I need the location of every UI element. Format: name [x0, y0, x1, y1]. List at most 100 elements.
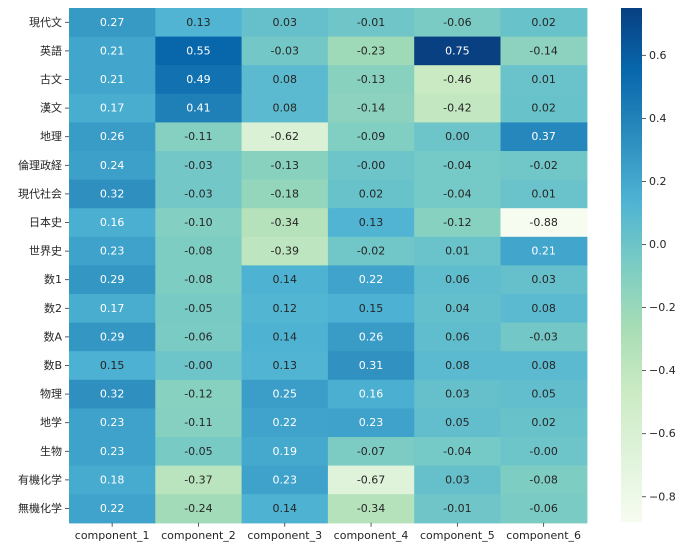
heatmap-cell [414, 122, 502, 152]
cell-value-label: 0.26 [359, 330, 384, 343]
cell-value-label: 0.32 [100, 187, 125, 200]
heatmap-cell [500, 322, 588, 352]
heatmap-cell [69, 294, 156, 324]
heatmap-cell [155, 351, 243, 381]
heatmap-cell [241, 437, 329, 467]
heatmap-cell [327, 179, 415, 209]
cell-value-label: -0.10 [184, 216, 212, 229]
cell-value-label: 0.24 [100, 159, 125, 172]
y-tick-label: 現代文 [29, 15, 62, 29]
y-tick-label: 数A [43, 330, 62, 343]
cell-value-label: -0.03 [184, 159, 212, 172]
y-tick-label: 物理 [40, 387, 62, 401]
cell-value-label: 0.03 [273, 16, 298, 29]
heatmap-cell [327, 93, 415, 123]
heatmap-cell [69, 208, 156, 238]
cell-value-label: 0.17 [100, 302, 125, 315]
x-tick-label: component_2 [161, 529, 236, 542]
y-tick-label: 数1 [44, 273, 62, 286]
heatmap-cell [327, 265, 415, 295]
cell-value-label: 0.23 [359, 416, 384, 429]
cell-value-label: 0.19 [273, 445, 298, 458]
cell-value-label: 0.22 [359, 273, 384, 286]
heatmap-cell [155, 179, 243, 209]
heatmap-cell [500, 494, 588, 524]
cell-value-label: 0.23 [273, 473, 298, 486]
heatmap-cell [500, 294, 588, 324]
heatmap-cell [500, 465, 588, 495]
heatmap-cell [414, 351, 502, 381]
heatmap-cell [69, 351, 156, 381]
cell-value-label: -0.02 [529, 159, 557, 172]
y-tick-label: 倫理政経 [18, 158, 62, 172]
cell-value-label: 0.03 [445, 473, 470, 486]
heatmap-cell [500, 122, 588, 152]
heatmap-cell [241, 265, 329, 295]
cell-value-label: -0.01 [443, 502, 471, 515]
heatmap-cells [69, 8, 588, 524]
heatmap-cell [69, 465, 156, 495]
cell-value-label: -0.04 [443, 445, 471, 458]
cell-value-label: 0.08 [445, 359, 470, 372]
heatmap-cell [241, 65, 329, 95]
y-tick-label: 数2 [44, 302, 62, 315]
cell-value-label: -0.02 [357, 245, 385, 258]
y-tick-label: 地学 [40, 415, 62, 429]
cell-value-label: 0.00 [445, 130, 470, 143]
cell-value-label: 0.01 [531, 187, 556, 200]
cell-value-label: 0.08 [531, 302, 556, 315]
cell-value-label: -0.62 [271, 130, 299, 143]
heatmap-cell [414, 494, 502, 524]
heatmap-cell [327, 351, 415, 381]
cell-value-label: 0.08 [273, 102, 298, 115]
cell-value-label: 0.17 [100, 102, 125, 115]
cell-value-label: 0.29 [100, 330, 125, 343]
cell-value-label: -0.05 [184, 445, 212, 458]
heatmap-cell [327, 65, 415, 95]
heatmap-cell [155, 122, 243, 152]
y-tick-label: 地理 [40, 130, 62, 143]
cell-value-label: 0.41 [186, 102, 211, 115]
heatmap-cell [414, 65, 502, 95]
y-tick-label: 英語 [40, 43, 62, 57]
heatmap-cell [500, 351, 588, 381]
heatmap-cell [327, 122, 415, 152]
heatmap-cell [500, 93, 588, 123]
cell-value-label: 0.12 [273, 302, 298, 315]
cell-value-label: -0.39 [271, 245, 299, 258]
cell-value-label: 0.26 [100, 130, 125, 143]
cell-value-label: 0.27 [100, 16, 125, 29]
cell-value-label: 0.05 [531, 388, 556, 401]
heatmap-cell [241, 179, 329, 209]
y-tick-label: 日本史 [29, 215, 62, 229]
cell-value-label: 0.21 [531, 245, 556, 258]
heatmap-cell [500, 437, 588, 467]
heatmap-cell [500, 65, 588, 95]
heatmap-cell [241, 294, 329, 324]
heatmap-cell [241, 36, 329, 66]
y-tick-label: 無機化学 [18, 501, 62, 515]
y-tick-label: 古文 [40, 72, 62, 86]
cell-value-label: -0.03 [271, 44, 299, 57]
heatmap-cell [414, 208, 502, 238]
colorbar-tick-label: −0.2 [649, 301, 676, 314]
heatmap-cell [69, 494, 156, 524]
cell-value-label: -0.37 [184, 473, 212, 486]
cell-value-label: 0.16 [100, 216, 125, 229]
cell-value-label: 0.75 [445, 44, 470, 57]
cell-value-label: -0.03 [529, 330, 557, 343]
cell-value-label: 0.15 [359, 302, 384, 315]
heatmap-cell [327, 151, 415, 181]
heatmap-cell [69, 265, 156, 295]
cell-value-label: 0.21 [100, 44, 125, 57]
heatmap-cell [241, 494, 329, 524]
cell-value-label: -0.06 [184, 330, 212, 343]
y-tick-label: 現代社会 [18, 186, 62, 200]
heatmap-cell [155, 208, 243, 238]
heatmap-cell [69, 122, 156, 152]
heatmap-cell [241, 236, 329, 266]
y-tick-label: 世界史 [29, 245, 62, 258]
heatmap-cell [69, 408, 156, 438]
cell-value-label: 0.03 [445, 388, 470, 401]
